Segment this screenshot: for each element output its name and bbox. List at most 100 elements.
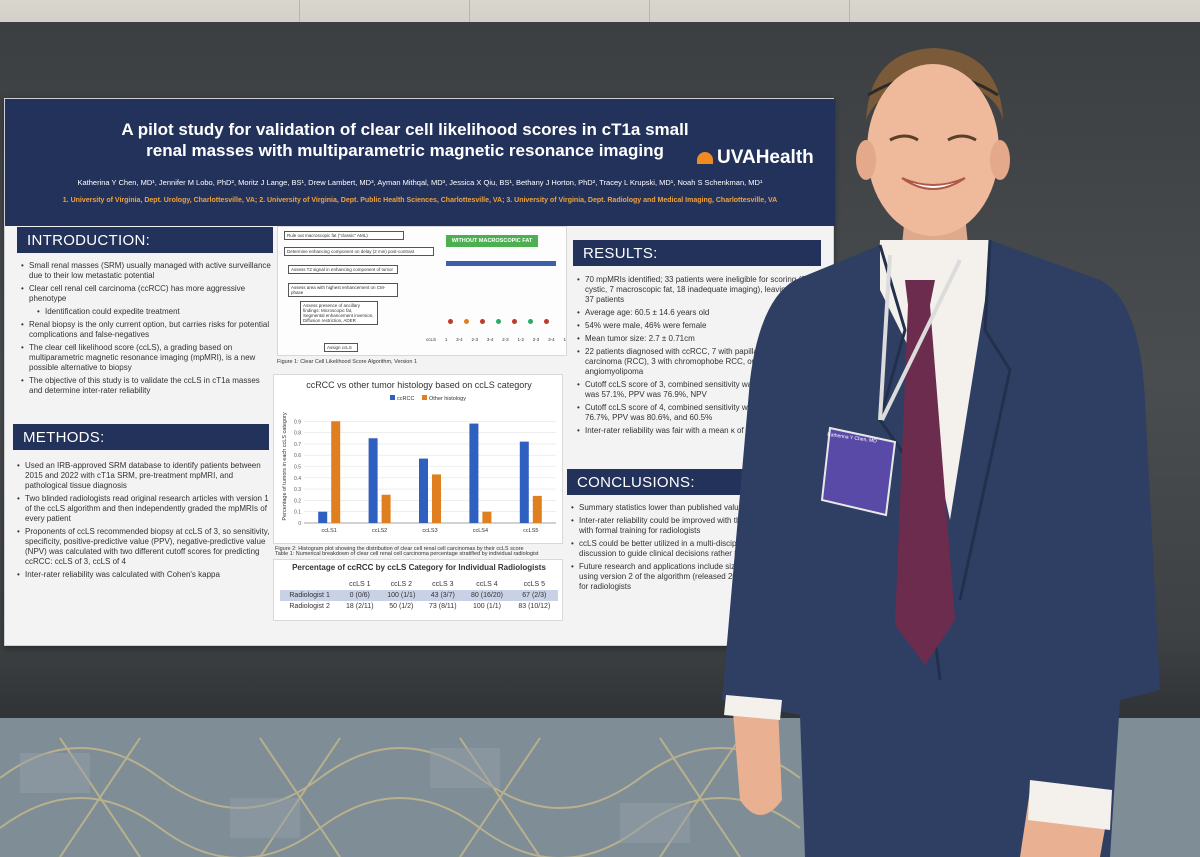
table-cell: 83 (10/12) [518, 603, 551, 610]
ccrcc-percentage-table: Percentage of ccRCC by ccLS Category for… [273, 559, 563, 621]
table-cell: Radiologist 1 [280, 590, 340, 601]
x-tick-label: ccLS1 [322, 528, 337, 534]
table-header: ccLS 3 [432, 581, 454, 588]
face [867, 64, 999, 236]
logo-text: UVAHealth [717, 147, 814, 168]
flowchart-step: Determine enhancing component on delay (… [284, 247, 434, 256]
conclusions-bullet: Future research and applications include… [571, 562, 821, 592]
table-header: ccLS 1 [349, 581, 371, 588]
flowchart-bar [446, 261, 556, 266]
ceiling-tile [470, 0, 650, 40]
flowchart-bottom-labels: ccLS 1 3-4 2-3 3-4 2-3 1-2 2-3 3-4 1 [426, 337, 566, 342]
legend-swatch-other [421, 395, 427, 400]
y-tick-label: 0.4 [294, 476, 301, 482]
results-bullet: Cutoff ccLS score of 4, combined sensiti… [577, 403, 825, 423]
results-bullet: Average age: 60.5 ± 14.6 years old [577, 308, 825, 318]
flowchart-label: 3-4 [486, 337, 494, 342]
flowchart-label: 1 [563, 337, 566, 342]
x-tick-label: ccLS3 [422, 528, 437, 534]
flowchart-step: Assess T2 signal in enhancing component … [288, 265, 398, 274]
intro-bullet: The objective of this study is to valida… [21, 376, 273, 396]
lapel-right [958, 239, 1012, 601]
y-tick-label: 0 [298, 521, 301, 527]
poster-title-line2: renal masses with multiparametric magnet… [146, 141, 664, 160]
methods-heading: METHODS: [13, 424, 269, 450]
flowchart-label: 2-3 [471, 337, 478, 342]
table-header [280, 579, 339, 590]
hand-left [732, 700, 782, 815]
flowchart-label: 3-4 [548, 337, 555, 342]
table-cell: 0 (0/6) [339, 590, 381, 601]
table-row: Radiologist 1 0 (0/6) 100 (1/1) 43 (3/7)… [280, 590, 558, 601]
conclusions-bullet: Inter-rater reliability could be improve… [571, 516, 821, 536]
x-tick-label: ccLS4 [473, 528, 488, 534]
research-poster: A pilot study for validation of clear ce… [4, 98, 835, 646]
legend-label-other: Other histology [428, 396, 466, 402]
flowchart-label: 1 [444, 337, 448, 342]
name-badge [820, 426, 897, 517]
ceiling-tile [650, 0, 850, 40]
legend-swatch-ccrcc [390, 395, 395, 400]
y-tick-label: 0.8 [294, 431, 301, 437]
ceiling-tile [150, 0, 300, 40]
eye-right [947, 134, 977, 142]
x-tick-label: ccLS2 [372, 528, 387, 534]
table-row: Radiologist 2 18 (2/11) 50 (1/2) 73 (8/1… [280, 601, 558, 612]
hair [866, 48, 1003, 120]
y-tick-label: 0.6 [294, 453, 301, 459]
presenter-person [722, 48, 1160, 857]
lanyard-left [878, 254, 892, 421]
figure1-caption: Figure 1: Clear Cell Likelihood Score Al… [277, 359, 418, 365]
introduction-list: Small renal masses (SRM) usually managed… [21, 261, 273, 399]
results-bullet: 22 patients diagnosed with ccRCC, 7 with… [577, 347, 825, 377]
ear-right [990, 140, 1010, 180]
flowchart-leaf [512, 319, 517, 324]
introduction-heading: INTRODUCTION: [17, 227, 273, 253]
table-cell: 100 (1/1) [472, 603, 501, 610]
poster-title-line1: A pilot study for validation of clear ce… [121, 120, 689, 139]
flowchart-branch-label: WITHOUT MACROSCOPIC FAT [446, 235, 538, 247]
bar-ccrcc [318, 511, 328, 523]
results-bullet: 70 mpMRIs identified; 33 patients were i… [577, 275, 825, 305]
data-table: ccLS 1 ccLS 2 ccLS 3 ccLS 4 ccLS 5 Radio… [280, 579, 558, 612]
flowchart-label: 2-3 [502, 337, 509, 342]
uva-health-logo: UVAHealth [697, 147, 814, 169]
flowchart-step: Assess presence of ancillary findings: M… [300, 301, 378, 325]
eye-left [889, 134, 919, 142]
intro-bullet: Renal biopsy is the only current option,… [21, 320, 273, 340]
poster-header: A pilot study for validation of clear ce… [5, 99, 835, 226]
methods-bullet: Proponents of ccLS recommended biopsy at… [17, 527, 273, 567]
table-cell: 80 (16/20) [463, 590, 511, 601]
flowchart-leaf [464, 319, 469, 324]
chart-legend: ccRCC Other histology [384, 395, 466, 402]
table-header-row: ccLS 1 ccLS 2 ccLS 3 ccLS 4 ccLS 5 [280, 579, 558, 590]
bar-other-histology [532, 495, 542, 523]
methods-list: Used an IRB-approved SRM database to ide… [17, 461, 273, 583]
table-cell: 67 (2/3) [510, 590, 558, 601]
shirt-cuff-left [724, 695, 782, 720]
poster-title: A pilot study for validation of clear ce… [105, 119, 705, 161]
smile [901, 177, 966, 190]
flowchart-label: ccLS [426, 337, 437, 342]
results-bullet: Cutoff ccLS score of 3, combined sensiti… [577, 380, 825, 400]
bar-ccrcc [469, 423, 479, 523]
bar-ccrcc [519, 441, 529, 523]
methods-bullet: Two blinded radiologists read original r… [17, 494, 273, 524]
conclusions-list: Summary statistics lower than published … [571, 503, 821, 595]
intro-bullet: Clear cell renal cell carcinoma (ccRCC) … [21, 284, 273, 304]
flowchart-step: Rule out macroscopic fat ("classic" AML) [284, 231, 404, 240]
y-tick-label: 0.5 [294, 465, 301, 471]
y-tick-label: 0.2 [294, 498, 301, 504]
y-tick-label: 0.7 [294, 442, 301, 448]
chart-plot: 0 0.1 0.2 0.3 0.4 0.5 0.6 0.7 0.8 0.9 Percentage o… [282, 412, 556, 534]
table-cell: 50 (1/2) [389, 603, 414, 610]
flowchart-leaf [528, 319, 533, 324]
table-cell: 73 (8/11) [429, 603, 457, 610]
ceiling-tile [300, 0, 470, 40]
bar-other-histology [432, 474, 441, 523]
flowchart-label: 1-2 [517, 337, 524, 342]
figure2-caption: Figure 2: Histogram plot showing the dis… [275, 546, 524, 552]
table-header: ccLS 4 [476, 581, 498, 588]
table-cell: 100 (1/1) [380, 590, 423, 601]
bar-other-histology [482, 511, 492, 523]
